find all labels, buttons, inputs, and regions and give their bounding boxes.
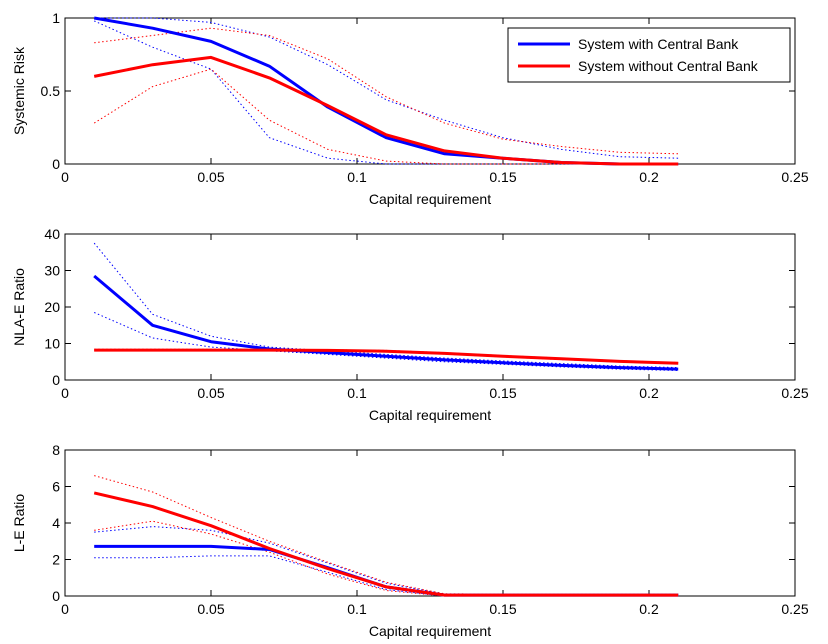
x-tick-label: 0.25 [781, 169, 808, 185]
x-tick-label: 0.15 [489, 601, 516, 617]
series-bound-line-4 [93, 20, 679, 165]
legend-entry-label: System without Central Bank [578, 58, 759, 74]
x-tick-label: 0.15 [489, 169, 516, 185]
x-tick-label: 0.1 [347, 385, 367, 401]
y-axis-label: NLA-E Ratio [11, 268, 27, 346]
y-tick-label: 6 [52, 479, 60, 495]
axes-box [64, 233, 796, 381]
x-tick-label: 0.1 [347, 169, 367, 185]
axes-box [64, 449, 796, 597]
series-line-2 [93, 55, 679, 166]
series-line-2 [94, 348, 679, 365]
x-tick-label: 0 [61, 601, 69, 617]
y-tick-label: 0 [52, 372, 60, 388]
y-tick-label: 2 [52, 552, 60, 568]
legend-entry-label: System with Central Bank [578, 36, 739, 52]
subplot-2: 0 0.05 0.1 0.15 0.2 0.25 0 10 20 30 40 Capital requ… [11, 226, 809, 423]
x-tick-label: 0.2 [639, 601, 659, 617]
x-tick-label: 0.25 [781, 385, 808, 401]
x-tick-label: 0.2 [639, 169, 659, 185]
y-tick-label: 0 [52, 588, 60, 604]
y-tick-label: 8 [52, 442, 60, 458]
y-tick-label: 20 [44, 299, 60, 315]
series-bound-line-4 [94, 555, 679, 597]
legend-box [507, 27, 791, 83]
x-tick-label: 0.05 [197, 385, 224, 401]
subplot-3: 0 0.05 0.1 0.15 0.2 0.25 0 2 4 6 8 Capital requirem… [11, 442, 809, 639]
y-tick-label: 4 [52, 515, 60, 531]
plots-container: 0 0.05 0.1 0.15 0.2 0.25 0 0.5 1 Capital requirem… [11, 10, 809, 639]
subplot-1: 0 0.05 0.1 0.15 0.2 0.25 0 0.5 1 Capital requirem… [11, 10, 809, 207]
y-axis-label: L-E Ratio [11, 494, 27, 553]
series-line-1 [93, 274, 679, 371]
y-tick-label: 0.5 [41, 83, 61, 99]
x-tick-label: 0 [61, 169, 69, 185]
y-axis-label: Systemic Risk [11, 46, 27, 135]
x-tick-label: 0.1 [347, 601, 367, 617]
y-tick-label: 30 [44, 263, 60, 279]
x-tick-label: 0.2 [639, 385, 659, 401]
x-axis-label: Capital requirement [369, 191, 491, 207]
series-line-2 [93, 491, 679, 597]
x-tick-label: 0.25 [781, 601, 808, 617]
x-tick-label: 0.05 [197, 601, 224, 617]
series-bound-line-6 [93, 68, 679, 165]
series-bound-line-5 [94, 27, 679, 155]
x-tick-label: 0.05 [197, 169, 224, 185]
x-axis-label: Capital requirement [369, 623, 491, 639]
x-axis-label: Capital requirement [369, 407, 491, 423]
y-tick-label: 40 [44, 226, 60, 242]
y-tick-label: 10 [44, 336, 60, 352]
x-tick-label: 0.15 [489, 385, 516, 401]
series-bound-line-3 [94, 17, 679, 159]
x-tick-label: 0 [61, 385, 69, 401]
y-tick-label: 1 [52, 10, 60, 26]
y-tick-label: 0 [52, 156, 60, 172]
